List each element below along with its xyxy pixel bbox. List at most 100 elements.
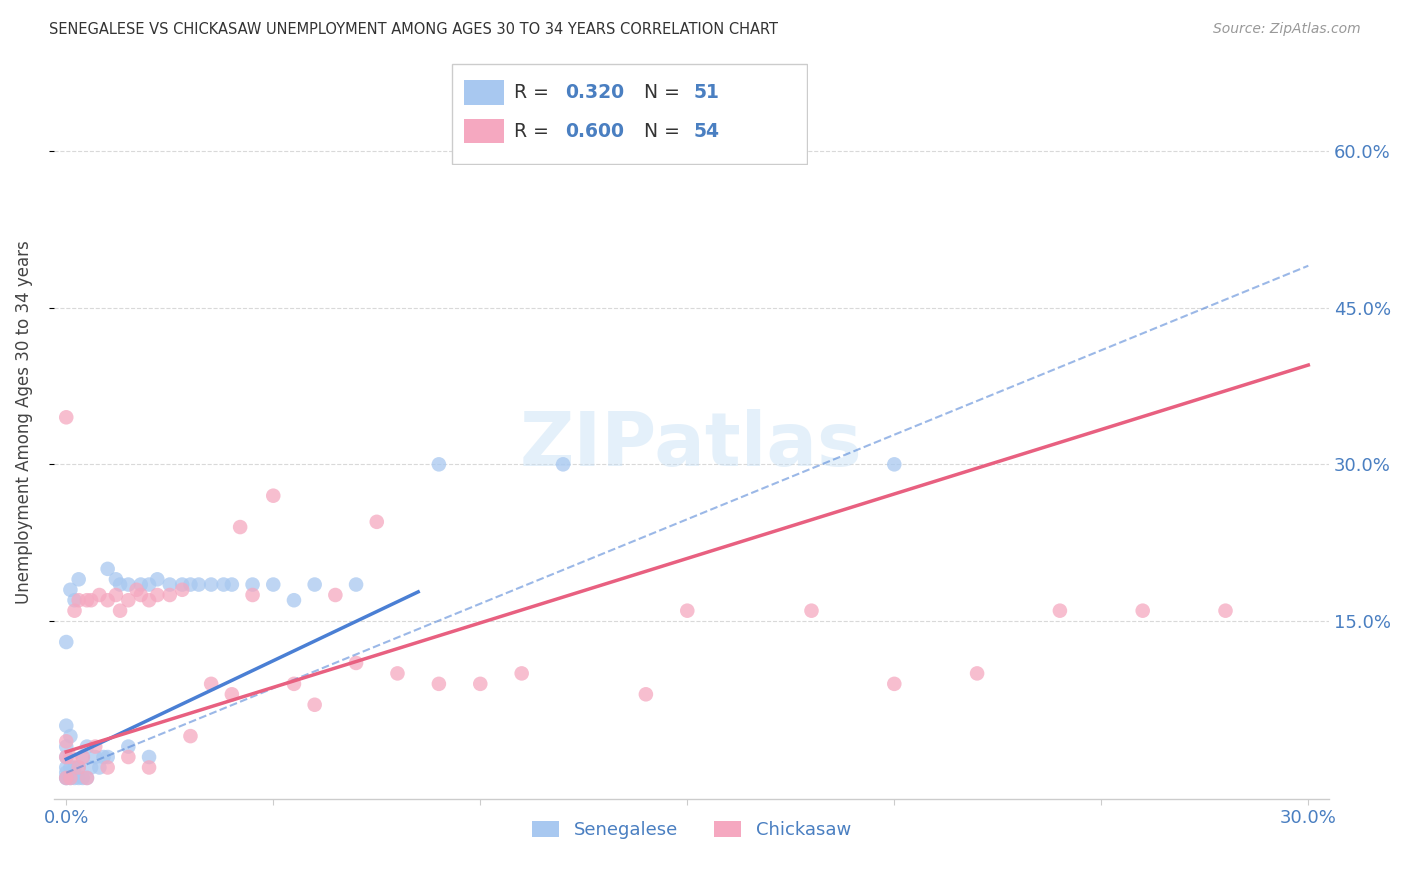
Point bbox=[97, 562, 120, 576]
Point bbox=[117, 750, 139, 764]
Point bbox=[76, 739, 98, 754]
Point bbox=[325, 588, 347, 602]
Point bbox=[55, 771, 77, 785]
Point bbox=[67, 760, 90, 774]
Text: 0.600: 0.600 bbox=[565, 121, 624, 141]
Point bbox=[304, 698, 326, 712]
Point bbox=[89, 588, 111, 602]
Point bbox=[55, 410, 77, 425]
Point bbox=[84, 739, 107, 754]
Text: 51: 51 bbox=[693, 83, 720, 103]
Point bbox=[283, 593, 305, 607]
Point bbox=[366, 515, 388, 529]
Text: Source: ZipAtlas.com: Source: ZipAtlas.com bbox=[1213, 22, 1361, 37]
Point bbox=[55, 771, 77, 785]
Point bbox=[1049, 604, 1071, 618]
Point bbox=[67, 771, 90, 785]
Point bbox=[63, 771, 86, 785]
Point bbox=[80, 593, 103, 607]
Point bbox=[55, 765, 77, 780]
Point bbox=[179, 577, 201, 591]
Point bbox=[72, 750, 94, 764]
Point bbox=[125, 582, 148, 597]
Point bbox=[200, 677, 222, 691]
Point bbox=[59, 750, 82, 764]
Text: N =: N = bbox=[644, 121, 685, 141]
Point bbox=[883, 458, 905, 472]
Point bbox=[200, 577, 222, 591]
Point bbox=[138, 593, 160, 607]
Point bbox=[59, 771, 82, 785]
Point bbox=[676, 604, 699, 618]
Point bbox=[55, 734, 77, 748]
Legend: Senegalese, Chickasaw: Senegalese, Chickasaw bbox=[524, 814, 858, 847]
Point bbox=[966, 666, 988, 681]
Point bbox=[108, 604, 131, 618]
Point bbox=[172, 577, 194, 591]
Point bbox=[104, 572, 127, 586]
Point bbox=[283, 677, 305, 691]
Point bbox=[108, 577, 131, 591]
Point bbox=[84, 750, 107, 764]
Text: 0.320: 0.320 bbox=[565, 83, 624, 103]
Point bbox=[117, 739, 139, 754]
Point bbox=[262, 577, 284, 591]
Point bbox=[67, 593, 90, 607]
Text: SENEGALESE VS CHICKASAW UNEMPLOYMENT AMONG AGES 30 TO 34 YEARS CORRELATION CHART: SENEGALESE VS CHICKASAW UNEMPLOYMENT AMO… bbox=[49, 22, 778, 37]
Point bbox=[55, 635, 77, 649]
Point bbox=[72, 771, 94, 785]
Text: 54: 54 bbox=[693, 121, 720, 141]
Point bbox=[179, 729, 201, 743]
Point bbox=[138, 577, 160, 591]
Point bbox=[67, 572, 90, 586]
Point bbox=[55, 750, 77, 764]
Point bbox=[304, 577, 326, 591]
Text: R =: R = bbox=[515, 83, 555, 103]
Y-axis label: Unemployment Among Ages 30 to 34 years: Unemployment Among Ages 30 to 34 years bbox=[15, 241, 32, 605]
Bar bbox=[464, 119, 503, 144]
Point bbox=[97, 760, 120, 774]
Point bbox=[63, 604, 86, 618]
Point bbox=[427, 677, 450, 691]
Point bbox=[221, 577, 243, 591]
Point bbox=[262, 489, 284, 503]
Point bbox=[159, 588, 181, 602]
Point bbox=[717, 112, 740, 127]
Point bbox=[76, 593, 98, 607]
Point bbox=[510, 666, 533, 681]
Point bbox=[634, 687, 657, 701]
Point bbox=[129, 577, 152, 591]
Bar bbox=[464, 80, 503, 104]
Point bbox=[551, 458, 574, 472]
Point bbox=[59, 760, 82, 774]
Point bbox=[97, 593, 120, 607]
Point bbox=[59, 582, 82, 597]
Point bbox=[146, 588, 169, 602]
Point bbox=[172, 582, 194, 597]
Point bbox=[1132, 604, 1154, 618]
Point bbox=[883, 677, 905, 691]
Point bbox=[242, 588, 264, 602]
Point bbox=[344, 577, 367, 591]
Point bbox=[76, 771, 98, 785]
Point bbox=[129, 588, 152, 602]
Point bbox=[55, 719, 77, 733]
Point bbox=[187, 577, 209, 591]
Point bbox=[551, 102, 574, 116]
Point bbox=[221, 687, 243, 701]
Point bbox=[72, 750, 94, 764]
Point bbox=[104, 588, 127, 602]
Point bbox=[55, 739, 77, 754]
Point bbox=[55, 750, 77, 764]
Point bbox=[55, 771, 77, 785]
Point bbox=[55, 760, 77, 774]
Point bbox=[59, 729, 82, 743]
Point bbox=[229, 520, 252, 534]
Point bbox=[80, 760, 103, 774]
Point bbox=[212, 577, 235, 591]
Point bbox=[76, 771, 98, 785]
Point bbox=[138, 750, 160, 764]
Point bbox=[427, 458, 450, 472]
Point bbox=[117, 577, 139, 591]
Point bbox=[59, 771, 82, 785]
